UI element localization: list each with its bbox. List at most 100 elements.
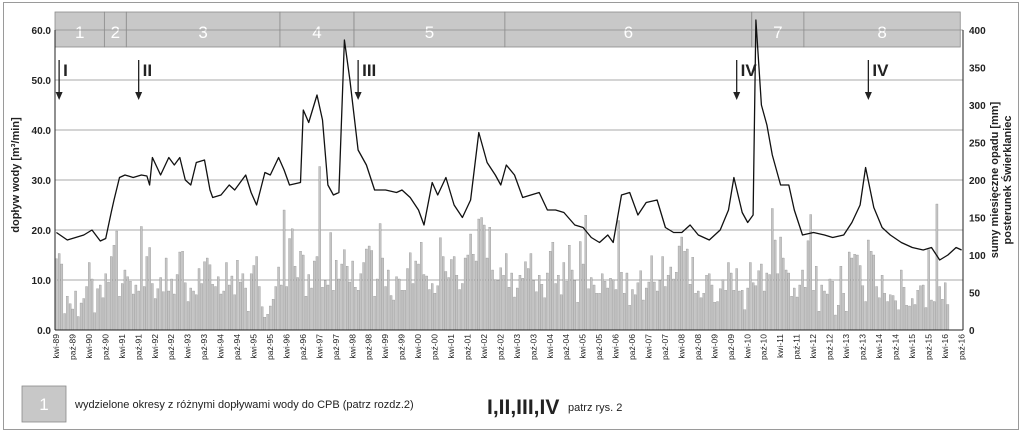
precip-bar [425,275,428,331]
y-right-tick-label: 200 [969,176,986,187]
x-tick-label: paź-01 [463,334,473,360]
precip-bar [126,276,129,331]
event-arrow-head [733,92,741,100]
precip-bar [57,253,61,331]
precip-bar [269,305,272,331]
precip-bar [548,251,552,331]
precip-bar [260,306,264,331]
precip-bar [315,256,319,331]
precip-bar [768,274,771,331]
x-tick-label: paź-14 [890,334,900,360]
precip-bar [277,266,280,331]
precip-bar [184,282,187,331]
precip-bar [875,286,878,331]
precip-bar [219,293,223,331]
precip-bar [719,288,722,331]
legend-swatch-text: wydzielone okresy z różnymi dopływami wo… [74,399,414,411]
precip-bar [691,257,694,331]
precip-bar [373,296,376,331]
precip-bar [170,278,173,331]
precip-bar [252,265,256,331]
period-label: 1 [75,23,84,42]
precip-bar [318,166,321,331]
precip-bar [502,275,505,331]
precip-bar [244,287,247,331]
precip-bar [304,296,308,331]
precip-bar [444,271,448,331]
precip-bar [121,283,124,331]
precip-bar [208,264,212,331]
precip-bar [817,311,821,331]
precip-bar [496,280,500,331]
precip-bar [773,239,777,331]
precip-bar [241,273,245,331]
precip-bar [782,257,785,331]
precip-bar [186,301,190,331]
x-tick-label: paź-05 [594,334,604,360]
precip-bar [189,287,192,331]
period-label: 6 [624,23,633,42]
precip-bar [148,247,151,331]
precip-bar [839,266,843,331]
precip-bar [532,280,535,331]
precip-bar [398,278,401,331]
precip-bar [634,294,637,331]
precip-bar [872,254,876,331]
precip-bar [677,245,681,331]
precip-bar [436,285,439,331]
precip-bar [395,276,398,331]
precip-bar [384,286,387,331]
precip-bar [647,281,651,331]
precip-bar [491,269,494,331]
precip-bar [529,253,533,331]
precip-bar [905,305,908,331]
x-tick-label: paź-09 [726,334,736,360]
precip-bar [129,281,132,331]
precip-bar [93,312,96,331]
precip-bar [485,257,489,331]
precip-bar [842,293,845,331]
precip-bar [195,294,198,331]
precip-bar [762,290,766,331]
precip-bar [381,257,384,331]
precip-bar [793,287,796,331]
precip-bar [175,274,179,331]
precip-bar [708,273,711,331]
precip-bar [326,284,330,331]
precip-bar [664,286,667,331]
precip-bar [474,260,478,331]
x-tick-label: paź-00 [430,334,440,360]
precip-bar [757,270,760,331]
precip-bar [521,278,524,331]
precip-bar [779,236,782,331]
x-tick-label: kwi-02 [479,334,489,359]
precip-bar [483,224,486,331]
precip-bar [806,240,810,331]
precip-bar [699,297,703,331]
event-marker-label: II [143,61,152,80]
precip-bar [738,290,741,331]
x-tick-label: paź-97 [331,334,341,360]
precip-bar [285,286,288,331]
x-tick-label: kwi-12 [808,334,818,359]
precip-bar [441,256,445,331]
precip-bar [178,251,181,331]
period-box [504,11,753,48]
precip-bar [79,302,83,331]
precip-bar [518,275,522,331]
x-tick-label: kwi-16 [940,334,950,359]
precip-bar [112,245,116,331]
precip-bar [335,260,338,331]
precip-bar [313,260,316,331]
precip-bar [669,266,673,331]
x-tick-label: paź-07 [660,334,670,360]
precip-bar [787,272,790,331]
y-right-axis-title: sumy miesięczne opadu [mm]posterunek Świ… [989,101,1014,258]
precip-bar [282,209,286,331]
precip-bar [598,293,601,331]
precip-bar [362,262,365,331]
precip-bar [400,290,404,331]
period-label: 8 [877,23,886,42]
precip-bar [233,294,236,331]
event-marker-label: I [63,61,68,80]
